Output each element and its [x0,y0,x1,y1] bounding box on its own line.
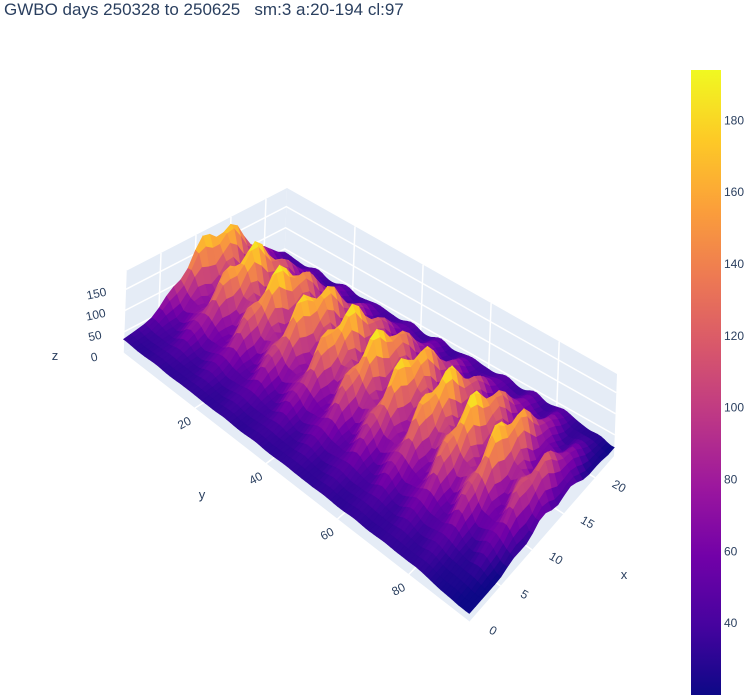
colorbar-tick-label: 120 [724,329,744,343]
x-axis-label: x [621,567,628,582]
y-tick-label: 60 [318,524,337,543]
colorbar-tick-label: 60 [724,544,738,558]
z-tick-label: 100 [84,306,107,324]
z-tick-label: 150 [85,285,108,303]
y-axis-label: y [199,487,206,502]
colorbar-tick-label: 160 [724,185,744,199]
x-tick-label: 10 [547,549,566,568]
z-tick-label: 50 [87,328,103,345]
y-tick-label: 80 [389,580,408,599]
x-tick-label: 0 [487,623,500,639]
colorbar-tick-label: 180 [724,113,744,127]
y-tick-label: 20 [175,414,194,433]
z-axis-label: z [52,348,59,363]
z-tick-label: 0 [89,349,99,364]
colorbar-tick-label: 140 [724,257,744,271]
colorbar-tick-label: 40 [724,616,738,630]
y-tick-label: 40 [247,469,266,488]
surface-mesh [122,223,615,614]
colorbar-tick-label: 100 [724,401,744,415]
colorbar-tick-label: 80 [724,473,738,487]
x-tick-label: 15 [578,513,597,532]
gridline-x [122,270,470,623]
scene-3d[interactable]: 20 40 60 80 0 5 10 15 20 0 50 100 150 y x z [52,188,629,638]
axis-ticks: 20 40 60 80 0 5 10 15 20 0 50 100 150 y x z [52,285,629,639]
colorbar-gradient [691,70,721,695]
surface-cell [465,603,477,614]
chart-title: GWBO days 250328 to 250625 sm:3 a:20-194… [4,0,404,19]
gridline-z [124,205,617,394]
x-tick-label: 5 [518,587,531,603]
x-tick-label: 20 [610,477,629,496]
colorbar: 40 60 80 100 120 140 160 180 [691,70,744,695]
